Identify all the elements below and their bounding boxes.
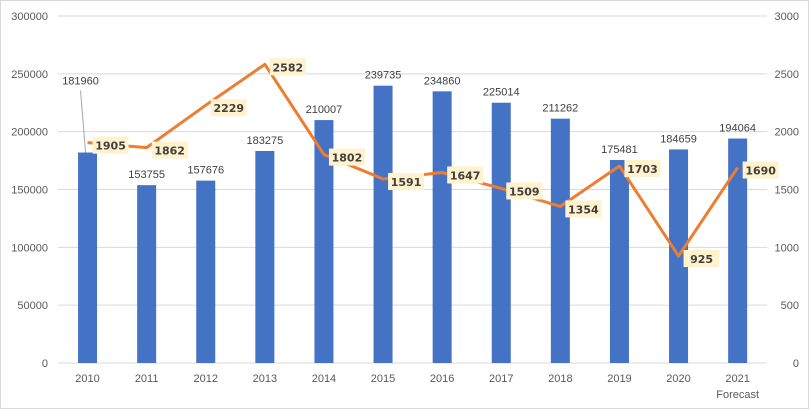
line-label-box bbox=[683, 250, 720, 268]
x-axis-tick-label: 2014 bbox=[312, 373, 336, 385]
x-axis-tick-label: 2018 bbox=[548, 373, 572, 385]
right-axis-tick-label: 2000 bbox=[775, 127, 799, 139]
line-data-label: 925 bbox=[690, 253, 713, 266]
leader-line bbox=[80, 90, 87, 153]
line-label-box bbox=[269, 58, 306, 76]
left-axis-tick-label: 200000 bbox=[11, 127, 48, 139]
left-axis-ticks: 0 50000 100000 150000 200000 250000 300000 bbox=[11, 11, 48, 370]
bar-2011 bbox=[137, 185, 157, 363]
bar-data-label: 210007 bbox=[306, 104, 343, 116]
line-data-label: 1703 bbox=[627, 163, 658, 176]
bar-data-label: 211262 bbox=[542, 103, 578, 115]
line-label-box bbox=[624, 160, 661, 178]
bar-data-label: 181960 bbox=[62, 76, 99, 88]
x-axis-tick-label: 2016 bbox=[430, 373, 454, 385]
bar-data-label: 183275 bbox=[246, 135, 283, 147]
line-label-box bbox=[565, 200, 602, 218]
line-data-label: 1905 bbox=[95, 140, 126, 153]
x-axis-tick-sublabel: Forecast bbox=[716, 389, 759, 401]
right-axis-tick-label: 1000 bbox=[775, 242, 799, 254]
bar-2016 bbox=[432, 91, 452, 363]
bar-2014 bbox=[314, 120, 334, 363]
x-axis-tick-label: 2012 bbox=[194, 373, 218, 385]
x-axis-ticks: 2010 2011 2012 2013 2014 2015 2016 2017 2018 2019… bbox=[75, 373, 759, 401]
bar-data-label: 184659 bbox=[660, 133, 697, 145]
line-label-box bbox=[328, 148, 365, 166]
line-data-label: 1591 bbox=[391, 176, 422, 189]
x-axis-tick-label: 2011 bbox=[135, 373, 159, 385]
bar-data-label: 157676 bbox=[187, 165, 224, 177]
bar-2013 bbox=[255, 151, 275, 363]
x-axis-tick-label: 2021 bbox=[725, 373, 749, 385]
bar-data-labels: 181960 153755 157676 183275 210007 239735 2348… bbox=[62, 70, 756, 181]
line-data-label: 1690 bbox=[745, 165, 776, 178]
bar-2017 bbox=[491, 102, 511, 364]
bar-2012 bbox=[196, 180, 216, 363]
gridlines bbox=[58, 15, 768, 364]
line-label-box bbox=[92, 136, 129, 154]
x-axis-tick-label: 2013 bbox=[253, 373, 277, 385]
line-data-label: 1862 bbox=[154, 145, 185, 158]
left-axis-tick-label: 0 bbox=[42, 358, 48, 370]
bar-data-label: 194064 bbox=[719, 123, 756, 135]
line-label-box bbox=[447, 166, 484, 184]
bar-data-label: 239735 bbox=[365, 70, 402, 82]
line-label-box bbox=[210, 99, 247, 117]
left-axis-tick-label: 150000 bbox=[11, 185, 48, 197]
bar-series bbox=[78, 85, 748, 364]
left-axis-tick-label: 300000 bbox=[11, 11, 48, 23]
x-axis-tick-label: 2017 bbox=[489, 373, 513, 385]
line-label-box bbox=[742, 161, 779, 179]
x-axis-tick-label: 2019 bbox=[607, 373, 631, 385]
line-label-box bbox=[388, 172, 425, 190]
bar-data-label: 153755 bbox=[128, 169, 165, 181]
right-axis-tick-label: 500 bbox=[781, 300, 799, 312]
x-axis-tick-label: 2010 bbox=[75, 373, 99, 385]
bar-data-label: 234860 bbox=[424, 75, 461, 87]
left-axis-tick-label: 250000 bbox=[11, 69, 48, 81]
line-data-label: 1647 bbox=[450, 169, 481, 182]
right-axis-tick-label: 0 bbox=[793, 358, 799, 370]
bar-data-label: 225014 bbox=[483, 87, 520, 99]
bar-2015 bbox=[373, 85, 393, 364]
line-label-box bbox=[506, 182, 543, 200]
line-data-label: 2582 bbox=[273, 61, 304, 74]
line-data-labels: 1905 1862 2229 2582 1802 1591 1647 1509 1354 1703… bbox=[92, 58, 779, 268]
bar-2021 bbox=[728, 138, 748, 363]
bar-data-label: 175481 bbox=[601, 144, 638, 156]
line-label-box bbox=[151, 141, 188, 159]
x-axis-tick-label: 2020 bbox=[666, 373, 690, 385]
left-axis-tick-label: 100000 bbox=[11, 242, 48, 254]
line-data-label: 1802 bbox=[332, 152, 363, 165]
line-data-label: 2229 bbox=[213, 102, 244, 115]
left-axis-tick-label: 50000 bbox=[17, 300, 48, 312]
bar-2010 bbox=[78, 152, 98, 363]
right-axis-tick-label: 3000 bbox=[775, 11, 799, 23]
x-axis-tick-label: 2015 bbox=[371, 373, 395, 385]
bar-2019 bbox=[609, 160, 629, 363]
right-axis-tick-label: 1500 bbox=[775, 185, 799, 197]
line-data-label: 1354 bbox=[568, 203, 599, 216]
right-axis-ticks: 0 500 1000 1500 2000 2500 3000 bbox=[775, 11, 799, 370]
bar-2018 bbox=[550, 118, 570, 363]
right-axis-tick-label: 2500 bbox=[775, 69, 799, 81]
line-data-label: 1509 bbox=[509, 185, 540, 198]
